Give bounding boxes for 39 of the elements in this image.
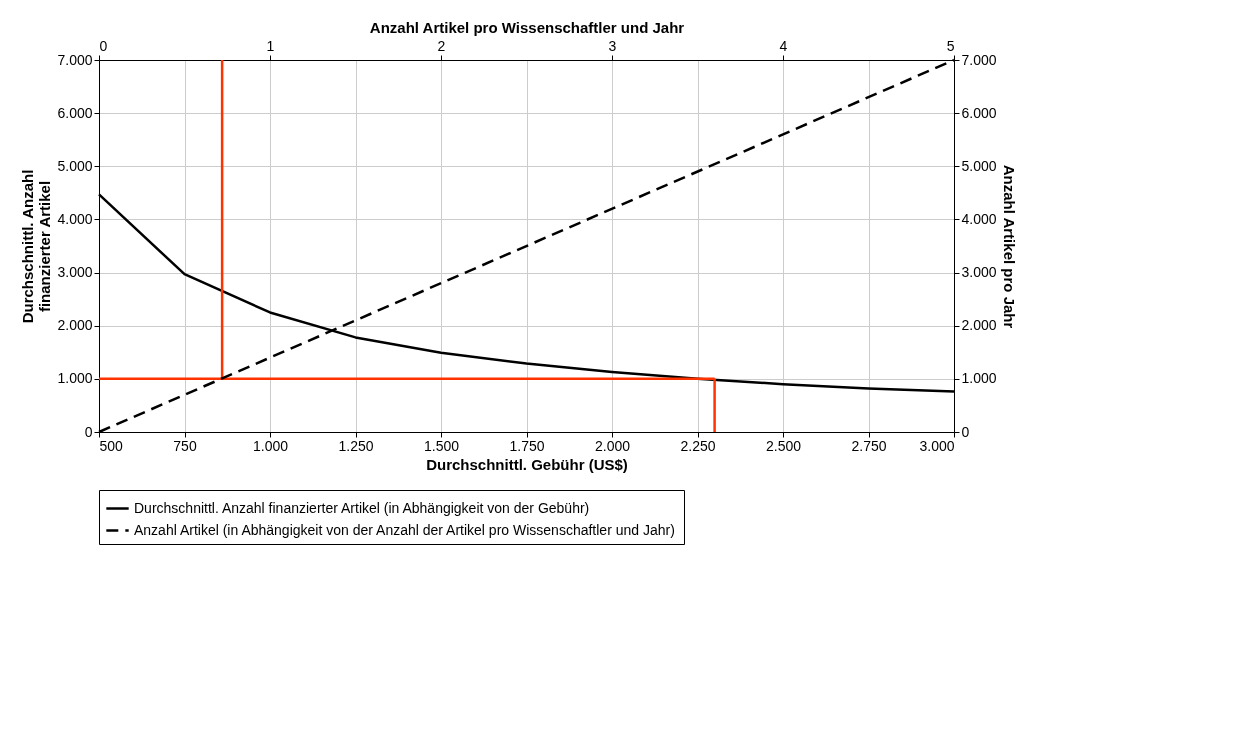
x-axis-title: Durchschnittl. Gebühr (US$) [426, 455, 628, 473]
legend-label: Durchschnittl. Anzahl finanzierter Artikel (in Abhängigkeit von der Gebühr) [134, 499, 590, 516]
x-tick-label: 1.750 [509, 437, 545, 454]
y-tick-label: 0 [84, 423, 93, 440]
y2-tick-label: 3.000 [961, 264, 997, 281]
y2-tick-label: 7.000 [961, 51, 997, 68]
x-tick-label: 1.500 [423, 437, 460, 454]
x2-tick-label: 3 [608, 37, 617, 54]
y-axis-title: Durchschnittl. Anzahl finanzierter Artikel [19, 169, 54, 324]
x2-axis-title: Anzahl Artikel pro Wissenschaftler und Jahr [369, 18, 685, 36]
y2-tick-label: 0 [961, 423, 970, 440]
x-tick-label: 2.750 [851, 437, 887, 454]
y2-tick-label: 4.000 [961, 210, 997, 227]
y2-tick-label: 6.000 [961, 104, 997, 121]
x-tick-label: 2.000 [594, 437, 631, 454]
x-tick-label: 2.500 [765, 437, 802, 454]
x-tick-label: 750 [173, 437, 197, 454]
x-tick-label: 3.000 [919, 437, 955, 454]
x2-tick-label: 5 [946, 37, 955, 54]
x-tick-label: 500 [99, 437, 124, 454]
y-tick-label: 3.000 [57, 264, 93, 281]
y-tick-label: 6.000 [57, 104, 93, 121]
y-tick-label: 5.000 [57, 157, 93, 174]
legend-label: Anzahl Artikel (in Abhängigkeit von der Anzahl der Artikel pro Wissenschaftler und Jahr) [134, 521, 675, 538]
x-tick-label: 1.250 [338, 437, 374, 454]
x2-tick-label: 4 [779, 37, 788, 54]
x-tick-label: 2.250 [680, 437, 716, 454]
y2-tick-label: 5.000 [961, 157, 997, 174]
y2-axis-title: Anzahl Artikel pro Jahr [1000, 164, 1018, 329]
y-tick-label: 2.000 [57, 317, 93, 334]
x2-tick-label: 0 [99, 37, 108, 54]
x2-tick-label: 2 [437, 37, 446, 54]
y-tick-label: 7.000 [57, 51, 93, 68]
x2-tick-label: 1 [266, 37, 275, 54]
x-tick-label: 1.000 [252, 437, 289, 454]
y-tick-label: 1.000 [57, 370, 93, 387]
y2-tick-label: 2.000 [961, 317, 997, 334]
y2-tick-label: 1.000 [961, 370, 997, 387]
y-tick-label: 4.000 [57, 210, 93, 227]
